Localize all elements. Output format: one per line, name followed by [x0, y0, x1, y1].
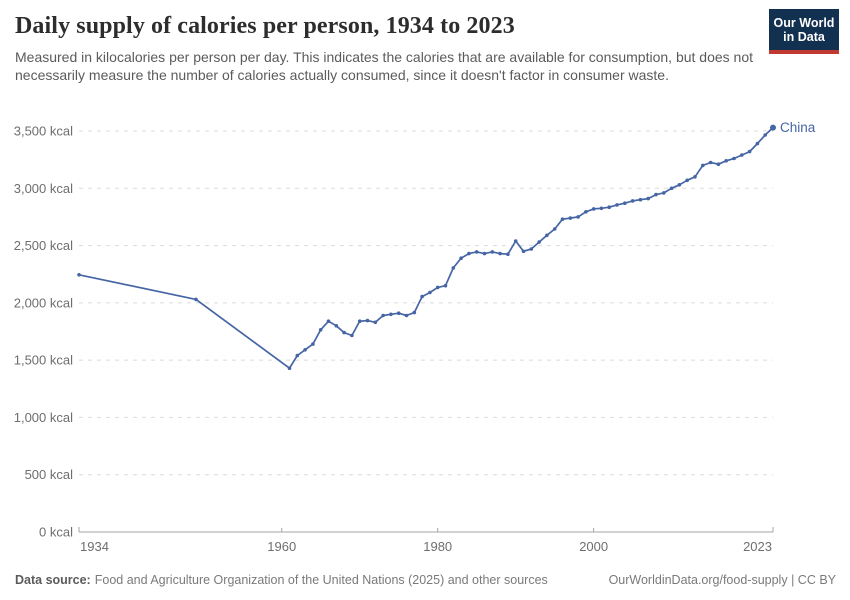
- data-point: [451, 266, 456, 270]
- data-source-label: Data source:: [15, 573, 91, 587]
- data-point: [770, 124, 776, 131]
- owid-logo-line1: Our World: [773, 16, 835, 30]
- chart-footer: Data source: Food and Agriculture Organiz…: [15, 573, 836, 587]
- data-point: [529, 247, 534, 251]
- data-point: [747, 149, 752, 154]
- x-tick-label: 2000: [579, 539, 608, 554]
- data-source: Data source: Food and Agriculture Organiz…: [15, 573, 548, 587]
- data-point: [326, 319, 331, 324]
- data-point: [669, 186, 674, 191]
- data-point: [701, 163, 705, 168]
- owid-logo-line2: in Data: [783, 30, 825, 44]
- x-tick-label: 1980: [423, 539, 452, 554]
- data-point: [708, 160, 713, 165]
- data-point: [568, 216, 573, 220]
- data-point: [295, 353, 300, 358]
- y-tick-label: 3,500 kcal: [14, 124, 73, 139]
- data-point: [389, 312, 393, 317]
- data-point: [513, 239, 518, 243]
- data-point: [693, 175, 697, 179]
- data-source-text: Food and Agriculture Organization of the…: [94, 573, 548, 587]
- footer-separator: |: [787, 573, 798, 587]
- data-point: [685, 178, 689, 183]
- data-point: [303, 348, 307, 352]
- data-point: [357, 319, 362, 324]
- data-point: [654, 192, 658, 197]
- data-point: [350, 333, 354, 338]
- data-point: [584, 210, 588, 214]
- data-point: [506, 252, 510, 256]
- data-point: [498, 251, 502, 256]
- data-point: [677, 183, 682, 187]
- data-point: [662, 191, 666, 195]
- data-point: [428, 290, 432, 295]
- y-tick-label: 500 kcal: [25, 467, 74, 482]
- data-point: [443, 283, 448, 288]
- data-point: [459, 256, 463, 261]
- data-point: [521, 249, 526, 254]
- y-tick-label: 0 kcal: [39, 525, 73, 540]
- data-point: [607, 205, 611, 209]
- data-point: [365, 318, 370, 323]
- data-point: [318, 328, 323, 332]
- license-link[interactable]: CC BY: [797, 573, 836, 587]
- x-tick-label: 1960: [267, 539, 296, 554]
- data-point: [435, 285, 440, 290]
- data-point: [716, 162, 721, 166]
- data-point: [334, 324, 339, 328]
- data-point: [381, 313, 385, 318]
- data-point: [482, 251, 487, 256]
- data-point: [732, 156, 736, 161]
- page-title: Daily supply of calories per person, 193…: [15, 13, 515, 39]
- data-point: [615, 203, 619, 207]
- footer-links: OurWorldinData.org/food-supply | CC BY: [609, 573, 836, 587]
- data-point: [77, 273, 81, 277]
- y-tick-label: 2,000 kcal: [14, 295, 73, 310]
- data-point: [396, 311, 401, 316]
- x-tick-label: 2023: [743, 539, 772, 554]
- data-point: [724, 159, 728, 163]
- owid-logo[interactable]: Our World in Data: [769, 9, 839, 54]
- data-point: [545, 233, 549, 238]
- data-point: [537, 240, 541, 244]
- data-point: [311, 342, 315, 346]
- data-point: [404, 313, 409, 318]
- chart-subtitle: Measured in kilocalories per person per …: [15, 49, 754, 83]
- data-point: [623, 201, 627, 205]
- y-tick-label: 1,500 kcal: [14, 353, 73, 368]
- y-tick-label: 1,000 kcal: [14, 410, 73, 425]
- data-point: [474, 250, 479, 254]
- data-point: [412, 310, 417, 315]
- data-point: [467, 251, 471, 256]
- data-point: [560, 217, 565, 221]
- x-tick-label: 1934: [80, 539, 109, 554]
- chart-header: Daily supply of calories per person, 193…: [15, 13, 835, 84]
- y-tick-label: 3,000 kcal: [14, 181, 73, 196]
- data-point: [740, 153, 744, 157]
- data-point: [599, 206, 604, 211]
- data-point: [638, 197, 643, 202]
- series-end-label: China: [780, 120, 816, 135]
- data-point: [576, 215, 580, 219]
- y-tick-label: 2,500 kcal: [14, 238, 73, 253]
- data-point: [490, 250, 495, 254]
- owid-url-link[interactable]: OurWorldinData.org/food-supply: [608, 573, 788, 587]
- data-point: [755, 141, 760, 146]
- data-point: [420, 294, 424, 299]
- data-point: [373, 320, 378, 325]
- data-point: [342, 330, 346, 335]
- data-point: [591, 207, 596, 211]
- data-point: [630, 199, 635, 203]
- data-point: [287, 366, 292, 371]
- data-line: [78, 126, 774, 370]
- data-point: [194, 297, 198, 302]
- data-point: [646, 196, 650, 201]
- data-point: [763, 133, 767, 137]
- data-point: [552, 227, 557, 231]
